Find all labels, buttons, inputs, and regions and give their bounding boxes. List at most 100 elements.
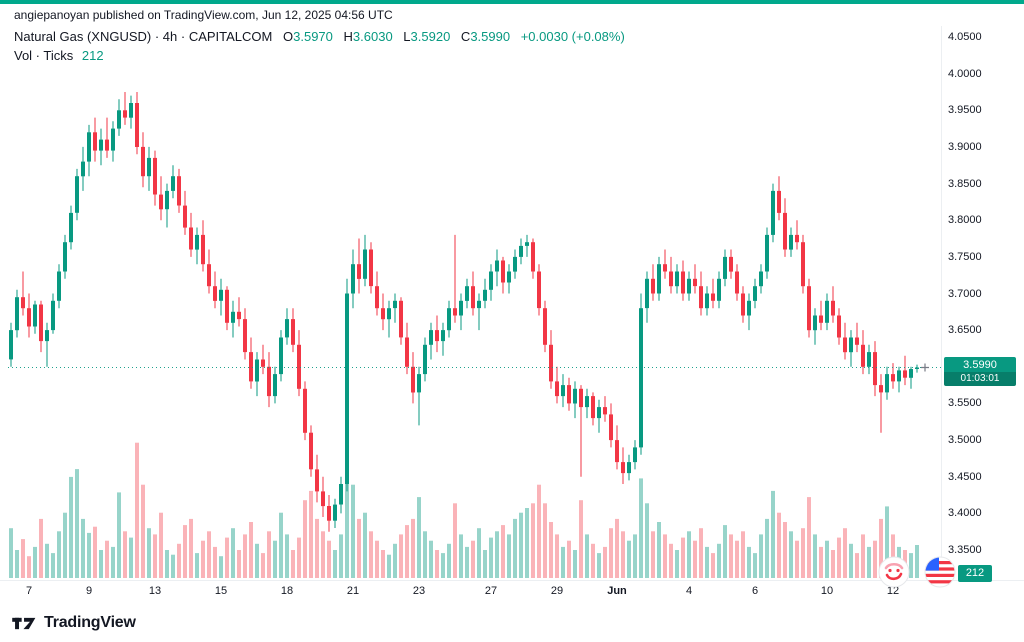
price-axis-label: 3.9500 (948, 104, 982, 117)
volume-bar (855, 553, 859, 578)
candle-body (687, 278, 691, 294)
candle-body (237, 311, 241, 320)
candle-body (93, 132, 97, 151)
candle-body (453, 308, 457, 316)
candle-body (303, 388, 307, 433)
volume-bar (573, 550, 577, 578)
candle-body (729, 256, 733, 272)
high-label: H (343, 29, 353, 44)
candle-body (621, 462, 625, 474)
volume-pane (9, 442, 919, 578)
volume-bar (849, 543, 853, 578)
volume-indicator-label[interactable]: Vol · Ticks (14, 48, 74, 64)
symbol-title[interactable]: Natural Gas (XNGUSD) · 4h · CAPITALCOM (14, 29, 273, 44)
volume-bar (639, 478, 643, 578)
volume-bar (279, 512, 283, 578)
volume-bar (141, 484, 145, 578)
volume-bar (585, 534, 589, 578)
volume-bar (519, 512, 523, 578)
volume-bar (333, 550, 337, 578)
volume-bar (891, 534, 895, 578)
candle-body (543, 308, 547, 345)
candle-body (297, 344, 301, 389)
volume-bar (459, 534, 463, 578)
volume-bar (135, 442, 139, 578)
volume-bar (411, 518, 415, 578)
candle-body (861, 344, 865, 367)
change-value: +0.0030 (+0.08%) (520, 29, 625, 44)
volume-bar (603, 546, 607, 578)
close-value: 3.5990 (470, 29, 511, 44)
volume-bar (297, 537, 301, 578)
candle-body (585, 396, 589, 408)
axis-borders (0, 26, 1024, 581)
candle-body (315, 469, 319, 492)
candle-body (333, 504, 337, 521)
candle-body (321, 491, 325, 507)
time-axis-label: 15 (214, 585, 228, 597)
candle-body (141, 146, 145, 177)
candle-body (633, 447, 637, 463)
time-axis-label: Jun (607, 585, 627, 597)
high-value: 3.6030 (352, 29, 393, 44)
candle-body (309, 432, 313, 470)
candle-body (915, 367, 919, 369)
time-axis-label: 4 (685, 585, 693, 597)
volume-bar (81, 518, 85, 578)
volume-bar (879, 518, 883, 578)
price-axis-label: 3.3500 (948, 544, 982, 556)
volume-bar (57, 531, 61, 578)
volume-bar (267, 531, 271, 578)
volume-bar (111, 546, 115, 578)
candle-body (411, 366, 415, 393)
candle-body (645, 278, 649, 309)
candle-body (135, 103, 139, 147)
volume-bar (627, 540, 631, 578)
footer-branding[interactable]: TradingView (12, 614, 136, 632)
candle-body (813, 315, 817, 331)
volume-bar (33, 546, 37, 578)
volume-bar (381, 550, 385, 578)
last-price-value: 3.5990 (944, 357, 1016, 372)
volume-bar (351, 484, 355, 578)
volume-bar (525, 508, 529, 578)
candle-body (489, 271, 493, 290)
candle-body (39, 304, 43, 342)
volume-bar (915, 545, 919, 578)
volume-bar (687, 531, 691, 578)
last-price-line (8, 363, 944, 372)
price-axis-label: 3.7000 (948, 287, 982, 300)
price-axis-label: 4.0000 (948, 67, 982, 80)
candle-body (387, 308, 391, 320)
candle-body (381, 308, 385, 320)
candle-body (363, 249, 367, 279)
volume-bar (399, 534, 403, 578)
candle-body (855, 337, 859, 345)
candle-body (573, 388, 577, 404)
candle-body (117, 110, 121, 129)
volume-bar (693, 540, 697, 578)
time-axis-label: 18 (280, 585, 294, 597)
candle-body (747, 300, 751, 316)
volume-bar (435, 550, 439, 578)
ohlc-low: L3.5920 (403, 29, 450, 44)
volume-axis-label: 212 (958, 565, 992, 582)
low-label: L (403, 29, 411, 44)
candle-body (579, 388, 583, 408)
candle-body (99, 139, 103, 151)
price-axis-label: 3.8500 (948, 177, 982, 190)
candle-body (807, 286, 811, 331)
candle-body (177, 176, 181, 206)
volume-bar (75, 469, 79, 578)
price-axis-label: 3.8000 (948, 214, 982, 227)
last-bar-marker (921, 363, 929, 372)
candle-body (675, 271, 679, 287)
candle-body (171, 176, 175, 191)
volume-bar (69, 476, 73, 578)
candle-body (339, 484, 343, 505)
volume-bar (813, 534, 817, 578)
volume-bar (669, 543, 673, 578)
ohlc-open: O3.5970 (283, 29, 333, 44)
time-axis-label: 27 (484, 585, 498, 597)
